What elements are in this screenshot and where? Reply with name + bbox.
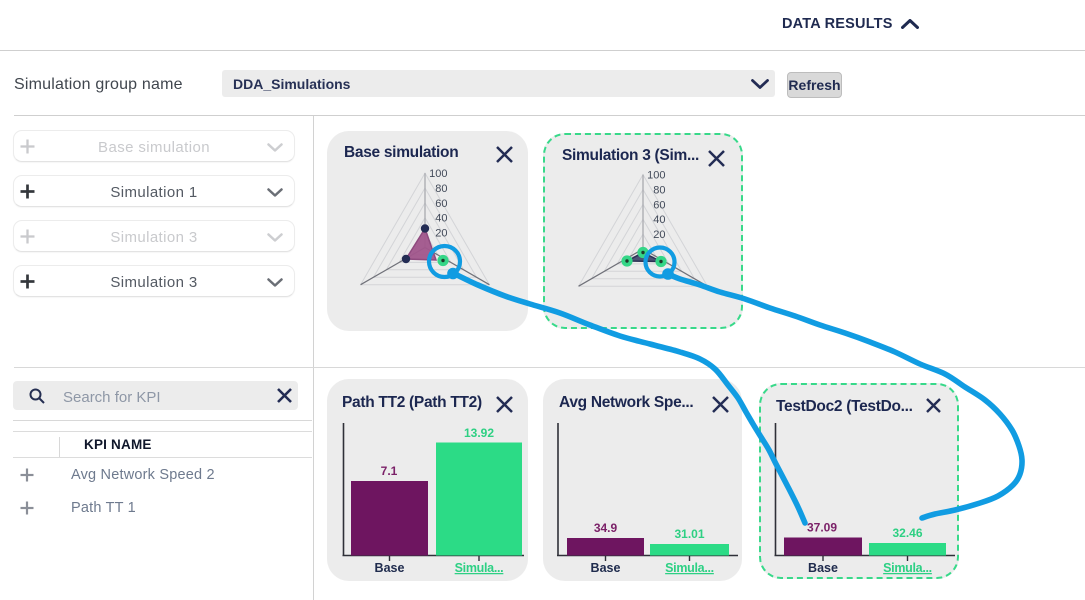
- svg-text:40: 40: [653, 214, 665, 226]
- svg-text:34.9: 34.9: [594, 521, 618, 535]
- svg-text:60: 60: [653, 199, 665, 211]
- svg-text:60: 60: [435, 198, 447, 210]
- svg-text:13.92: 13.92: [464, 426, 494, 440]
- svg-text:Simula...: Simula...: [455, 561, 504, 575]
- svg-text:80: 80: [435, 183, 447, 195]
- svg-text:100: 100: [647, 170, 665, 182]
- svg-text:20: 20: [653, 229, 665, 241]
- svg-text:31.01: 31.01: [674, 527, 704, 541]
- svg-text:Base: Base: [375, 561, 405, 575]
- svg-text:37.09: 37.09: [807, 521, 837, 535]
- svg-text:Simula...: Simula...: [665, 561, 714, 575]
- svg-text:100: 100: [429, 168, 447, 180]
- svg-text:Simula...: Simula...: [883, 561, 932, 575]
- svg-text:80: 80: [653, 185, 665, 197]
- svg-text:7.1: 7.1: [381, 464, 398, 478]
- svg-text:Base: Base: [591, 561, 621, 575]
- svg-text:40: 40: [435, 213, 447, 225]
- svg-text:20: 20: [435, 228, 447, 240]
- svg-text:Base: Base: [808, 561, 838, 575]
- svg-text:32.46: 32.46: [892, 526, 922, 540]
